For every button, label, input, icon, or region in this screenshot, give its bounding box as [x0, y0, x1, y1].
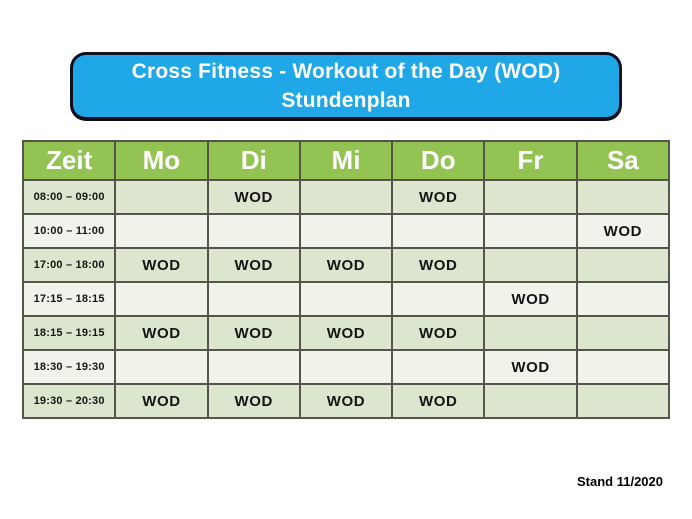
schedule-table-header: Zeit Mo Di Mi Do Fr Sa: [21, 140, 671, 181]
table-row: 17:15 – 18:15 WOD: [21, 281, 671, 317]
schedule-cell: WOD: [206, 179, 301, 215]
schedule-cell: WOD: [298, 315, 394, 351]
column-header-mi: Mi: [298, 140, 394, 181]
schedule-cell: [575, 179, 671, 215]
table-row: 08:00 – 09:00 WOD WOD: [21, 179, 671, 215]
schedule-cell: [483, 383, 578, 419]
table-row: 18:30 – 19:30 WOD: [21, 349, 671, 385]
column-header-di: Di: [206, 140, 301, 181]
schedule-cell: [114, 213, 209, 249]
column-header-fr: Fr: [483, 140, 578, 181]
schedule-cell: WOD: [391, 315, 486, 351]
schedule-table: Zeit Mo Di Mi Do Fr Sa 08:00 – 09:00 WOD…: [21, 140, 671, 419]
schedule-cell: [206, 349, 301, 385]
time-slot: 17:00 – 18:00: [21, 247, 117, 283]
schedule-cell: [298, 179, 394, 215]
time-slot: 18:30 – 19:30: [21, 349, 117, 385]
schedule-cell: [575, 349, 671, 385]
time-slot: 10:00 – 11:00: [21, 213, 117, 249]
schedule-cell: [391, 213, 486, 249]
time-slot: 17:15 – 18:15: [21, 281, 117, 317]
schedule-cell: [298, 213, 394, 249]
time-slot: 18:15 – 19:15: [21, 315, 117, 351]
column-header-zeit: Zeit: [21, 140, 117, 181]
schedule-cell: [483, 213, 578, 249]
schedule-cell: WOD: [114, 247, 209, 283]
schedule-cell: WOD: [298, 247, 394, 283]
time-slot: 19:30 – 20:30: [21, 383, 117, 419]
schedule-cell: [575, 247, 671, 283]
schedule-cell: [298, 349, 394, 385]
schedule-cell: WOD: [114, 315, 209, 351]
column-header-mo: Mo: [114, 140, 209, 181]
schedule-cell: [483, 179, 578, 215]
schedule-cell: [391, 349, 486, 385]
schedule-cell: WOD: [114, 383, 209, 419]
column-header-do: Do: [391, 140, 486, 181]
header-row: Zeit Mo Di Mi Do Fr Sa: [21, 140, 671, 181]
title-line-1: Cross Fitness - Workout of the Day (WOD): [131, 60, 561, 83]
schedule-cell: [298, 281, 394, 317]
schedule-cell: [114, 281, 209, 317]
schedule-cell: WOD: [298, 383, 394, 419]
schedule-cell: WOD: [206, 247, 301, 283]
title-banner: Cross Fitness - Workout of the Day (WOD)…: [70, 52, 622, 121]
schedule-table-body: 08:00 – 09:00 WOD WOD 10:00 – 11:00 WOD …: [21, 179, 671, 419]
schedule-cell: [575, 315, 671, 351]
schedule-cell: [114, 179, 209, 215]
schedule-cell: [483, 315, 578, 351]
table-row: 18:15 – 19:15 WOD WOD WOD WOD: [21, 315, 671, 351]
schedule-cell: WOD: [391, 179, 486, 215]
table-row: 19:30 – 20:30 WOD WOD WOD WOD: [21, 383, 671, 419]
schedule-cell: WOD: [575, 213, 671, 249]
schedule-cell: WOD: [391, 247, 486, 283]
table-row: 17:00 – 18:00 WOD WOD WOD WOD: [21, 247, 671, 283]
schedule-cell: WOD: [206, 315, 301, 351]
time-slot: 08:00 – 09:00: [21, 179, 117, 215]
schedule-cell: [206, 213, 301, 249]
column-header-sa: Sa: [575, 140, 671, 181]
schedule-cell: [206, 281, 301, 317]
schedule-cell: [575, 281, 671, 317]
schedule-cell: WOD: [391, 383, 486, 419]
schedule-cell: WOD: [483, 349, 578, 385]
schedule-cell: [575, 383, 671, 419]
schedule-cell: [114, 349, 209, 385]
schedule-cell: WOD: [206, 383, 301, 419]
schedule-cell: [391, 281, 486, 317]
schedule-cell: WOD: [483, 281, 578, 317]
schedule-cell: [483, 247, 578, 283]
version-note: Stand 11/2020: [577, 474, 663, 489]
title-line-2: Stundenplan: [281, 89, 411, 112]
table-row: 10:00 – 11:00 WOD: [21, 213, 671, 249]
